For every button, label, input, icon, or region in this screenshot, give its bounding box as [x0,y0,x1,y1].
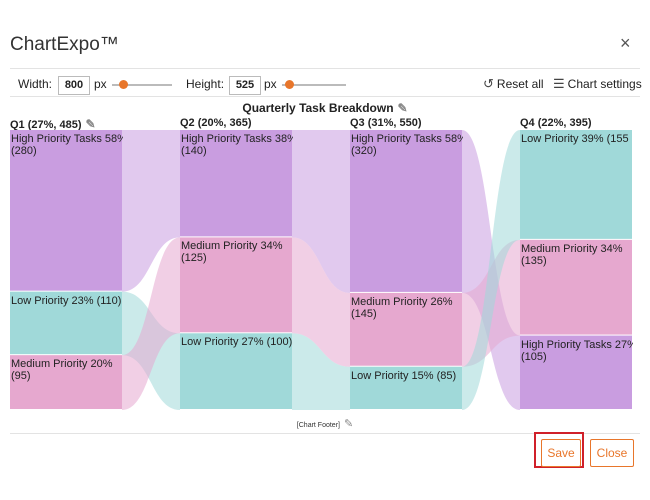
flow-high-priority-tasks-q2-q3 [292,130,350,293]
segment-label: Medium Priority 34% (135) [521,243,633,267]
width-unit: px [94,77,107,91]
width-input[interactable]: 800 [58,76,90,95]
dialog-title: ChartExpo™ [10,34,119,55]
chart-footer-row: [Chart Footer] ✎ [0,417,650,430]
segment-label-name: High Priority Tasks 38% [181,133,293,145]
segment-label-value: (140) [181,145,207,157]
chart-footer[interactable]: [Chart Footer] [296,422,340,429]
segment-label-name: Medium Priority 20% [11,358,113,371]
flow-medium-priority-q2-q3 [292,237,350,367]
flow-high-priority-tasks-q3-q4 [462,130,520,410]
save-button[interactable]: Save [541,439,581,467]
width-slider[interactable] [112,84,172,86]
segment-label: High Priority Tasks 58% (320) [351,133,463,157]
segment-label-name: Low Priority 39% (155 [521,133,629,145]
segment-label-name: High Priority Tasks 58% [11,133,123,145]
segment-label: Medium Priority 34% (125) [181,240,293,264]
chart-settings-button[interactable]: ☰ Chart settings [553,76,642,92]
segment-label-value: (320) [351,145,377,157]
reset-icon: ↺ [483,76,494,91]
width-slider-thumb[interactable] [119,80,128,89]
segment-label-name: High Priority Tasks 58% [351,133,463,145]
segment-label-name: High Priority Tasks 27% [521,338,633,351]
segment-label-value: (125) [181,252,207,265]
segment-label-value: (105) [521,350,547,363]
segment-label: Medium Priority 26% (145) [351,296,463,320]
quarter-header-q1: Q1 (27%, 485) ✎ [10,117,96,131]
segment-label: Low Priority 27% (100) [181,336,293,348]
flow-medium-priority-q3-q4 [462,239,520,367]
segment-label: High Priority Tasks 38% (140) [181,133,293,157]
segment-label: High Priority Tasks 58% (280) [11,133,123,157]
quarter-header-text: Q4 (22%, 395) [520,117,592,129]
segment-label-name: Low Priority 23% (110) [11,294,122,307]
quarter-edit-pencil-icon[interactable]: ✎ [85,117,96,131]
flow-low-priority-q1-q2 [122,291,180,410]
divider-toolbar [10,96,640,97]
height-unit: px [264,77,277,91]
divider-top [10,68,640,69]
segment-label: Low Priority 15% (85) [351,370,463,382]
height-slider-thumb[interactable] [285,80,294,89]
edit-pencil-icon[interactable]: ✎ [397,101,408,115]
segment-label-value: (95) [11,370,31,383]
save-button-highlight [534,432,584,468]
segment-label: High Priority Tasks 27% (105) [521,339,633,363]
segment-label-value: (280) [11,145,37,157]
close-button[interactable]: Close [590,439,634,467]
segment-label-name: Medium Priority 34% [181,240,283,253]
node-q4-low-priority[interactable] [520,130,632,239]
chart-title[interactable]: Quarterly Task Breakdown [242,101,394,115]
segment-label-name: Low Priority 27% (100) [181,336,293,349]
close-icon[interactable]: × [620,33,631,53]
quarter-header-text: Q1 (27%, 485) [10,119,82,131]
segment-label: Low Priority 23% (110) [11,295,123,307]
footer-edit-pencil-icon[interactable]: ✎ [343,418,354,430]
quarter-header-text: Q3 (31%, 550) [350,117,422,129]
height-slider[interactable] [282,84,346,86]
quarter-header-text: Q2 (20%, 365) [180,117,252,129]
reset-all-button[interactable]: ↺ Reset all [483,76,544,92]
segment-label-name: Medium Priority 26% [351,295,453,308]
segment-label: Medium Priority 20% (95) [11,358,123,382]
flows-layer [122,130,520,410]
segment-label-value: (145) [351,307,377,320]
quarter-header-q3: Q3 (31%, 550) [350,117,422,129]
reset-all-label: Reset all [496,77,544,91]
flow-high-priority-tasks-q1-q2 [122,130,180,292]
segment-label-value: (135) [521,254,547,267]
divider-bottom [10,433,640,434]
settings-sliders-icon: ☰ [553,76,565,91]
chart-settings-label: Chart settings [567,77,642,91]
quarter-header-q2: Q2 (20%, 365) [180,117,252,129]
flow-low-priority-q2-q3 [292,333,350,410]
width-label: Width: [18,77,53,91]
chart-title-row: Quarterly Task Breakdown ✎ [0,101,650,115]
flow-medium-priority-q1-q2 [122,237,180,410]
height-label: Height: [186,77,225,91]
quarter-header-q4: Q4 (22%, 395) [520,117,592,129]
segment-label: Low Priority 39% (155 [521,133,633,145]
segment-label-name: Low Priority 15% (85) [351,369,457,382]
height-input[interactable]: 525 [229,76,261,95]
segment-label-name: Medium Priority 34% [521,242,623,255]
flow-low-priority-q3-q4 [462,130,520,410]
